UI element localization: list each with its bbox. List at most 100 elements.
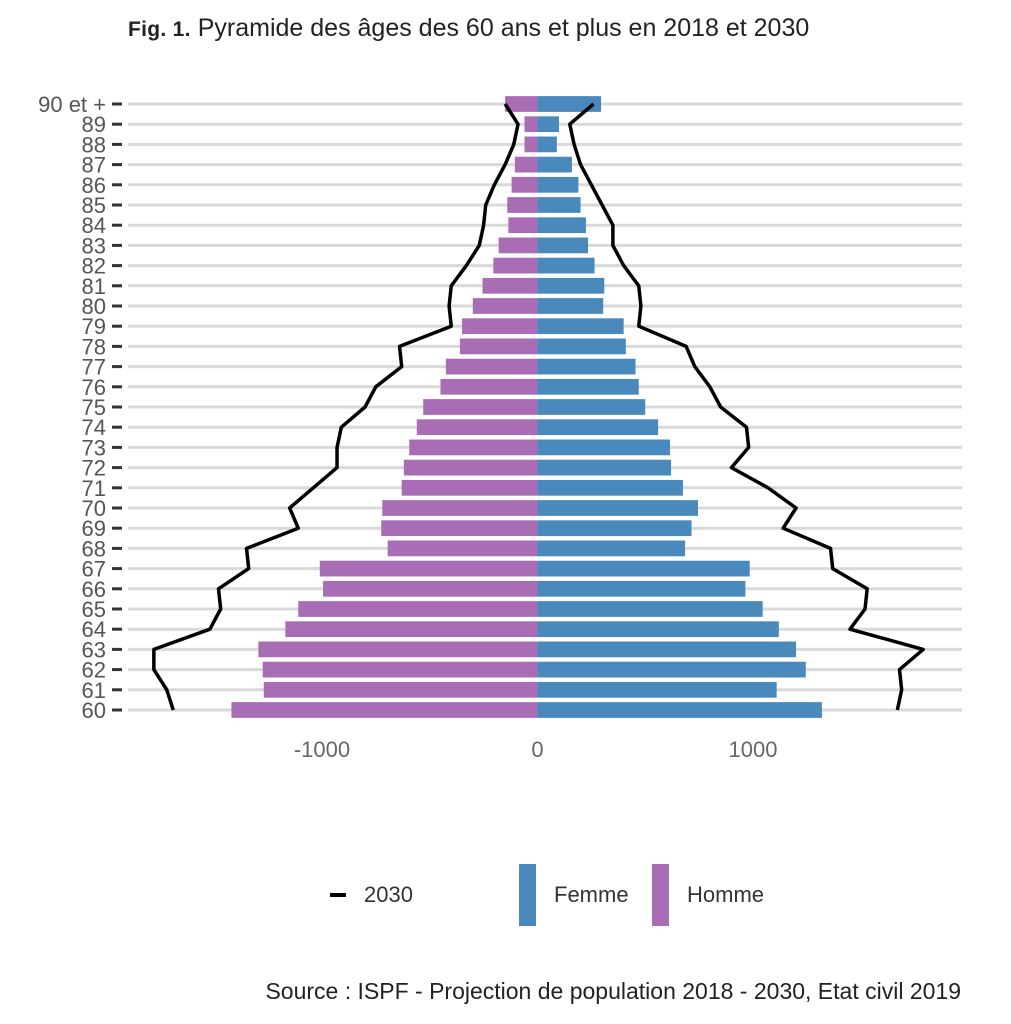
bar-femme (537, 298, 604, 314)
bar-femme (537, 318, 624, 335)
bar-femme (537, 540, 686, 557)
line-2030-femme (568, 102, 925, 711)
bar-homme (524, 116, 538, 133)
title-text: Pyramide des âges des 60 ans et plus en … (197, 14, 810, 42)
bar-femme (537, 338, 626, 355)
bar-femme (537, 439, 670, 456)
bar-femme (537, 237, 589, 254)
y-tick-label: 77 (82, 355, 106, 380)
y-tick-label: 81 (82, 274, 106, 299)
y-tick-label: 80 (82, 294, 106, 319)
y-tick-label: 73 (82, 435, 106, 460)
y-tick-label: 83 (82, 233, 106, 258)
bar-homme (262, 661, 538, 678)
y-tick-label: 76 (82, 375, 106, 400)
bar-femme (537, 378, 639, 395)
y-tick-label: 62 (82, 658, 106, 683)
line-2030-homme (152, 103, 520, 711)
bar-femme (537, 681, 777, 698)
y-tick-label: 63 (82, 637, 106, 662)
bar-homme (258, 641, 538, 658)
bar-homme (319, 560, 538, 577)
bar-homme (462, 318, 538, 335)
bar-femme (537, 277, 605, 294)
bar-femme (537, 358, 636, 375)
x-tick-label: 1000 (728, 737, 777, 762)
bar-femme (537, 580, 746, 597)
legend-homme-swatch (652, 864, 669, 926)
bar-homme (423, 399, 538, 415)
legend: 2030 Femme Homme (0, 862, 1011, 932)
bar-femme (537, 459, 672, 476)
bar-homme (416, 419, 538, 436)
y-tick-label: 86 (82, 173, 106, 198)
bar-homme (505, 96, 538, 112)
bar-homme (445, 358, 538, 375)
bar-femme (537, 479, 683, 496)
bar-homme (524, 136, 538, 153)
bar-homme (507, 197, 538, 213)
bar-homme (498, 237, 538, 254)
bar-homme (382, 500, 538, 516)
bar-homme (440, 378, 538, 395)
bar-femme (537, 500, 699, 516)
bar-femme (537, 257, 595, 274)
bar-femme (537, 560, 750, 577)
bar-homme (493, 257, 538, 274)
bar-homme (508, 217, 538, 234)
bar-femme (537, 661, 806, 678)
y-tick-label: 70 (82, 496, 106, 521)
bar-homme (285, 621, 538, 638)
bar-femme (537, 601, 763, 617)
bar-femme (537, 116, 560, 133)
y-tick-label: 75 (82, 395, 106, 420)
bar-femme (537, 197, 581, 213)
y-tick-label: 61 (82, 678, 106, 703)
bar-homme (298, 601, 538, 617)
legend-label-homme: Homme (687, 882, 765, 907)
chart-title: Fig. 1. Pyramide des âges des 60 ans et … (128, 14, 809, 43)
y-tick-label: 82 (82, 254, 106, 279)
y-tick-label: 79 (82, 314, 106, 339)
y-tick-label: 87 (82, 153, 106, 178)
y-tick-label: 84 (82, 213, 106, 238)
x-tick-label: -1000 (294, 737, 350, 762)
legend-line-swatch (330, 893, 346, 897)
y-tick-label: 71 (82, 476, 106, 501)
bar-homme (511, 176, 538, 193)
legend-label-2030: 2030 (364, 882, 413, 907)
bar-homme (387, 540, 538, 557)
bar-femme (537, 641, 797, 658)
bar-homme (403, 459, 538, 476)
bar-homme (323, 580, 538, 597)
source-note: Source : ISPF - Projection de population… (265, 978, 961, 1004)
y-tick-label: 66 (82, 577, 106, 602)
y-tick-label: 64 (82, 617, 106, 642)
y-tick-label: 85 (82, 193, 106, 218)
bar-homme (514, 156, 538, 173)
y-tick-label: 60 (82, 698, 106, 723)
bar-femme (537, 96, 602, 112)
bar-homme (263, 681, 538, 698)
legend-femme-swatch (519, 864, 536, 926)
bar-homme (409, 439, 538, 456)
y-tick-label: 68 (82, 536, 106, 561)
figure-number: Fig. 1. (128, 18, 191, 41)
y-tick-label: 89 (82, 112, 106, 137)
bar-femme (537, 399, 646, 415)
y-tick-label: 65 (82, 597, 106, 622)
bar-homme (482, 277, 538, 294)
bar-homme (472, 298, 538, 314)
bar-femme (537, 156, 572, 173)
y-tick-label: 78 (82, 334, 106, 359)
bar-femme (537, 217, 586, 234)
bar-femme (537, 621, 779, 638)
bar-femme (537, 136, 557, 153)
legend-label-femme: Femme (554, 882, 629, 907)
bar-homme (231, 702, 538, 718)
population-pyramid-chart: 6061626364656667686970717273747576777879… (38, 92, 962, 762)
bar-femme (537, 702, 822, 718)
bar-femme (537, 176, 579, 193)
y-tick-label: 72 (82, 456, 106, 481)
bar-femme (537, 520, 692, 537)
